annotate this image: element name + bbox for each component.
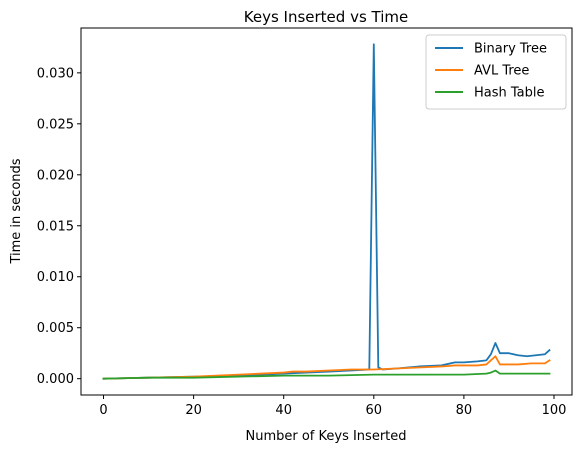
x-tick-label: 80 (456, 403, 473, 418)
y-tick-label: 0.010 (37, 270, 74, 285)
y-tick-label: 0.000 (37, 372, 74, 387)
x-tick-label: 100 (542, 403, 567, 418)
x-tick-label: 40 (275, 403, 292, 418)
y-tick-label: 0.020 (37, 168, 74, 183)
y-axis-label: Time in seconds (9, 158, 24, 264)
y-tick-label: 0.030 (37, 66, 74, 81)
x-tick-label: 0 (99, 403, 107, 418)
legend-label: AVL Tree (474, 64, 529, 79)
legend-label: Hash Table (474, 86, 545, 101)
axis-ticks: 0 20 40 60 80 100 0.000 0.005 0.010 0.015 0.020 0.0… (37, 66, 567, 418)
chart-title: Keys Inserted vs Time (244, 8, 409, 26)
series-line-binary-tree (102, 43, 551, 380)
x-tick-label: 20 (185, 403, 202, 418)
y-tick-label: 0.015 (37, 219, 74, 234)
series-line-avl-tree (102, 355, 551, 380)
y-tick-label: 0.005 (37, 321, 74, 336)
series-lines (102, 43, 551, 380)
x-tick-label: 60 (366, 403, 383, 418)
series-line-hash-table (102, 369, 551, 380)
x-axis-label: Number of Keys Inserted (245, 429, 406, 444)
y-tick-label: 0.025 (37, 117, 74, 132)
plot-area-frame (80, 27, 573, 396)
legend-box (425, 34, 567, 110)
legend-label: Binary Tree (474, 42, 547, 57)
legend: Binary Tree AVL Tree Hash Table (425, 34, 567, 110)
